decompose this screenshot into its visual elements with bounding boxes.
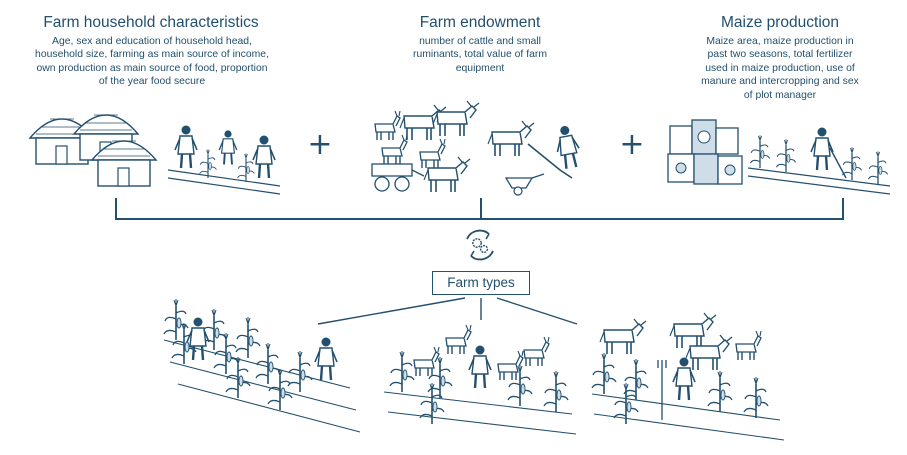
- farm-types-box: Farm types: [432, 271, 530, 295]
- farm-types-connectors: [317, 297, 578, 325]
- plus-sign-2: +: [619, 127, 644, 162]
- description-line: own production as main source of food, p…: [36, 62, 268, 74]
- description-line: of plot manager: [743, 89, 817, 101]
- description-line: number of cattle and small: [419, 36, 541, 47]
- endowment-description: number of cattle and small ruminants, to…: [390, 35, 570, 75]
- plus-sign-1: +: [307, 127, 332, 162]
- description-line: used in maize production, use of: [705, 62, 855, 74]
- household-title: Farm household characteristics: [43, 14, 259, 31]
- household-illustration: [29, 114, 281, 195]
- farm-type-1-illustration: [163, 298, 361, 433]
- endowment-illustration: [371, 100, 584, 196]
- description-line: past two seasons, total fertilizer: [707, 49, 853, 61]
- connector-bracket: [115, 198, 844, 220]
- description-line: household size, farming as main source o…: [35, 49, 269, 61]
- description-line: Age, sex and education of household head…: [52, 36, 252, 47]
- description-line: Maize area, maize production in: [706, 36, 854, 47]
- maize-title: Maize production: [720, 14, 840, 31]
- endowment-title: Farm endowment: [419, 14, 541, 31]
- description-line: of the year food secure: [98, 76, 206, 88]
- maize-description: Maize area, maize production in past two…: [680, 35, 880, 102]
- farm-type-3-illustration: [591, 312, 785, 441]
- description-line: manure and intercropping and sex: [701, 76, 859, 88]
- household-description: Age, sex and education of household head…: [2, 35, 302, 89]
- maize-illustration: [667, 119, 891, 195]
- recycle-gears-icon: [466, 229, 494, 261]
- description-line: equipment: [455, 62, 505, 74]
- description-line: ruminants, total value of farm: [413, 49, 547, 61]
- farm-type-2-illustration: [383, 324, 577, 435]
